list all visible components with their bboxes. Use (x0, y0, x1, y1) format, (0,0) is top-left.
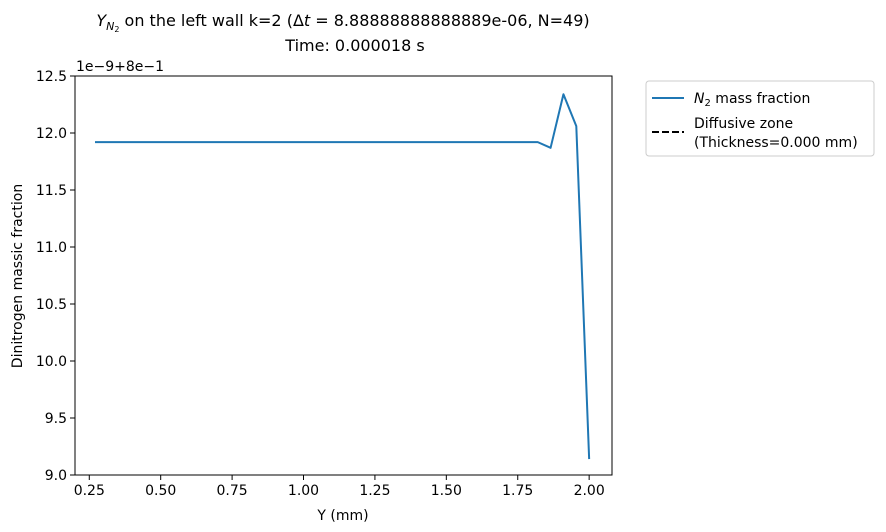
x-tick-label: 0.25 (74, 483, 105, 499)
y-axis-label: Dinitrogen massic fraction (10, 184, 26, 368)
series-group (94, 93, 591, 460)
x-tick-label: 0.50 (145, 483, 176, 499)
chart-title: YN2 on the left wall k=2 (Δt = 8.8888888… (96, 11, 589, 34)
y-tick-label: 10.0 (36, 354, 67, 370)
y-tick-label: 11.5 (36, 183, 67, 199)
y-tick-label: 9.0 (45, 468, 67, 484)
y-tick-label: 12.0 (36, 126, 67, 142)
legend-label-diffusive-2: (Thickness=0.000 mm) (694, 135, 858, 151)
title-equals: = 8.88888888888889e-06, N=49) (310, 11, 589, 30)
legend-frame (645, 80, 875, 157)
plot-area (74, 75, 613, 476)
legend-label-diffusive-1: Diffusive zone (694, 116, 793, 132)
x-tick-label: 1.75 (502, 483, 533, 499)
title-delta: Δ (293, 11, 304, 30)
x-tick-label: 0.75 (217, 483, 248, 499)
legend-label-n2: N2 mass fraction (694, 91, 810, 109)
y-offset-label: 1e−9+8e−1 (76, 59, 164, 75)
y-axis-ticks: 9.0 9.5 10.0 10.5 11.0 11.5 12.0 12.5 (36, 69, 75, 484)
x-axis-ticks: 0.25 0.50 0.75 1.00 1.25 1.50 1.75 2.00 (74, 475, 605, 499)
y-tick-label: 12.5 (36, 69, 67, 85)
title-symbol: Y (96, 11, 107, 30)
y-tick-label: 9.5 (45, 411, 67, 427)
title-subscript-2: 2 (114, 25, 119, 34)
x-tick-label: 1.50 (431, 483, 462, 499)
series-line-0 (94, 93, 591, 460)
x-tick-label: 1.00 (288, 483, 319, 499)
x-tick-label: 2.00 (574, 483, 605, 499)
legend: N2 mass fraction Diffusive zone (Thickne… (645, 80, 875, 157)
title-subscript: N (106, 20, 114, 33)
x-axis-label: Y (mm) (316, 508, 368, 524)
chart-subtitle: Time: 0.000018 s (284, 36, 424, 55)
y-tick-label: 10.5 (36, 297, 67, 313)
title-rest: on the left wall k=2 ( (119, 11, 293, 30)
y-tick-label: 11.0 (36, 240, 67, 256)
title-t: t (304, 11, 311, 30)
x-tick-label: 1.25 (359, 483, 390, 499)
